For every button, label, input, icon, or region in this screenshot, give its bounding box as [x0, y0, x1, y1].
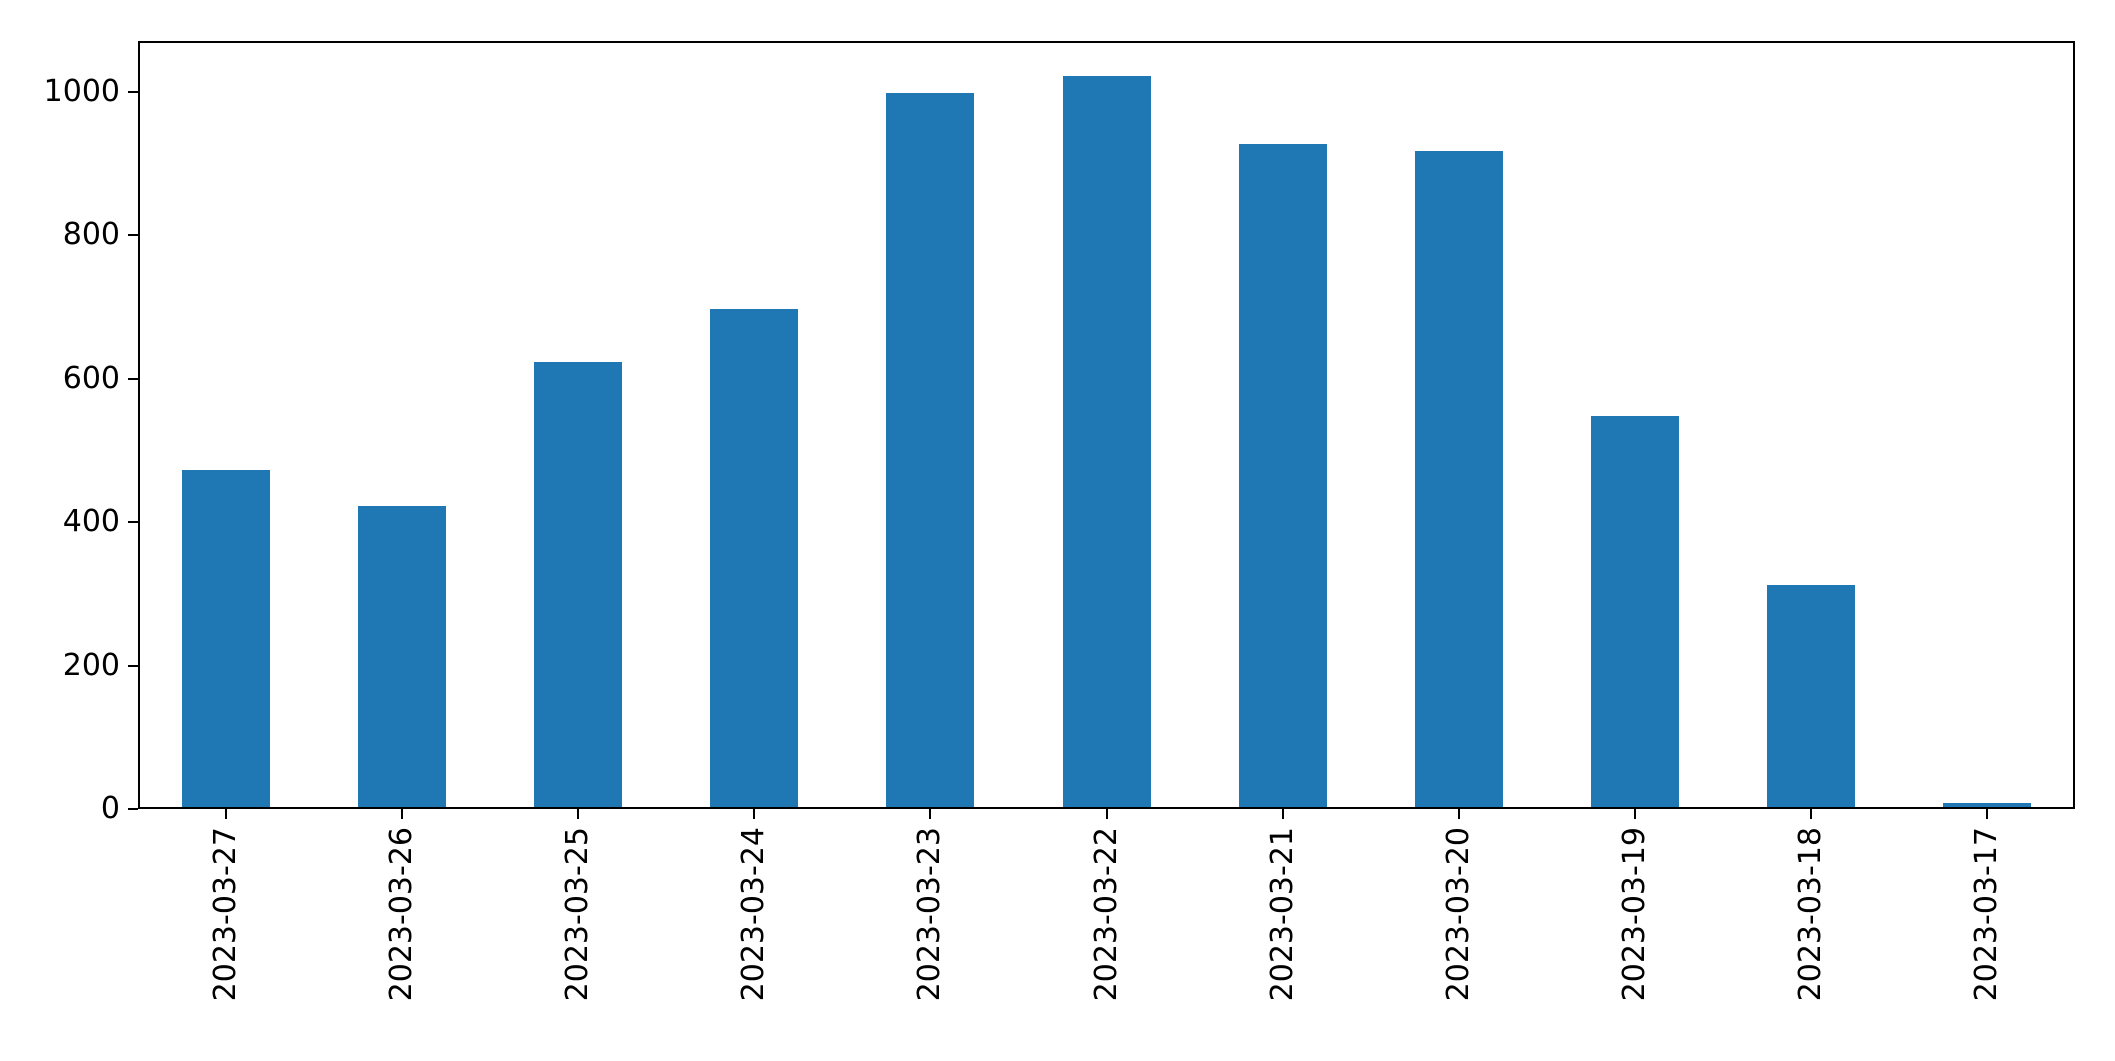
bar-2023-03-19	[1590, 416, 1679, 807]
x-tick-label-text: 2023-03-17	[1969, 827, 2004, 1002]
bar-2023-03-21	[1238, 144, 1327, 807]
plot-area	[138, 41, 2075, 809]
y-tick-mark	[128, 234, 138, 237]
bar-2023-03-17	[1942, 803, 2031, 807]
y-tick-label-text: 400	[62, 504, 120, 540]
x-tick-label-text: 2023-03-27	[208, 827, 243, 1002]
x-tick-label-text: 2023-03-20	[1440, 827, 1476, 1002]
x-tick-mark	[753, 809, 756, 819]
x-tick-label-text: 2023-03-24	[736, 827, 772, 1002]
y-tick-label-text: 1000	[43, 73, 120, 109]
bar-2023-03-24	[710, 309, 799, 807]
y-tick-mark	[128, 664, 138, 667]
x-tick-mark	[1809, 809, 1812, 819]
x-tick-label-text: 2023-03-26	[384, 827, 420, 1002]
x-tick-mark	[929, 809, 932, 819]
x-tick-label-text: 2023-03-22	[1088, 827, 1124, 1002]
bar-2023-03-22	[1062, 76, 1151, 807]
x-tick-mark	[1633, 809, 1636, 819]
x-tick-label-text: 2023-03-21	[1264, 827, 1300, 1002]
x-tick-mark	[401, 809, 404, 819]
bar-2023-03-20	[1414, 151, 1503, 807]
y-tick-mark	[128, 808, 138, 810]
x-tick-mark	[1457, 809, 1460, 819]
y-tick-mark	[128, 90, 138, 93]
y-tick-label-text: 600	[62, 360, 120, 396]
x-tick-label-text: 2023-03-18	[1792, 827, 1828, 1002]
y-tick-mark	[128, 521, 138, 524]
bar-2023-03-25	[534, 362, 623, 807]
bar-2023-03-26	[358, 506, 447, 807]
bar-2023-03-27	[182, 470, 270, 807]
x-tick-mark	[1105, 809, 1108, 819]
y-tick-label-text: 200	[62, 647, 120, 683]
x-tick-label-text: 2023-03-25	[560, 827, 596, 1002]
x-tick-label-text: 2023-03-19	[1616, 827, 1652, 1002]
y-tick-label-text: 800	[62, 217, 120, 253]
x-tick-mark	[1281, 809, 1284, 819]
bar-2023-03-18	[1766, 585, 1855, 807]
bar-2023-03-23	[886, 93, 975, 807]
x-tick-mark	[1986, 809, 1988, 819]
y-tick-mark	[128, 377, 138, 380]
y-tick-label-text: 0	[100, 791, 120, 826]
x-tick-mark	[577, 809, 580, 819]
x-tick-label-text: 2023-03-23	[912, 827, 948, 1002]
x-tick-mark	[225, 809, 227, 819]
